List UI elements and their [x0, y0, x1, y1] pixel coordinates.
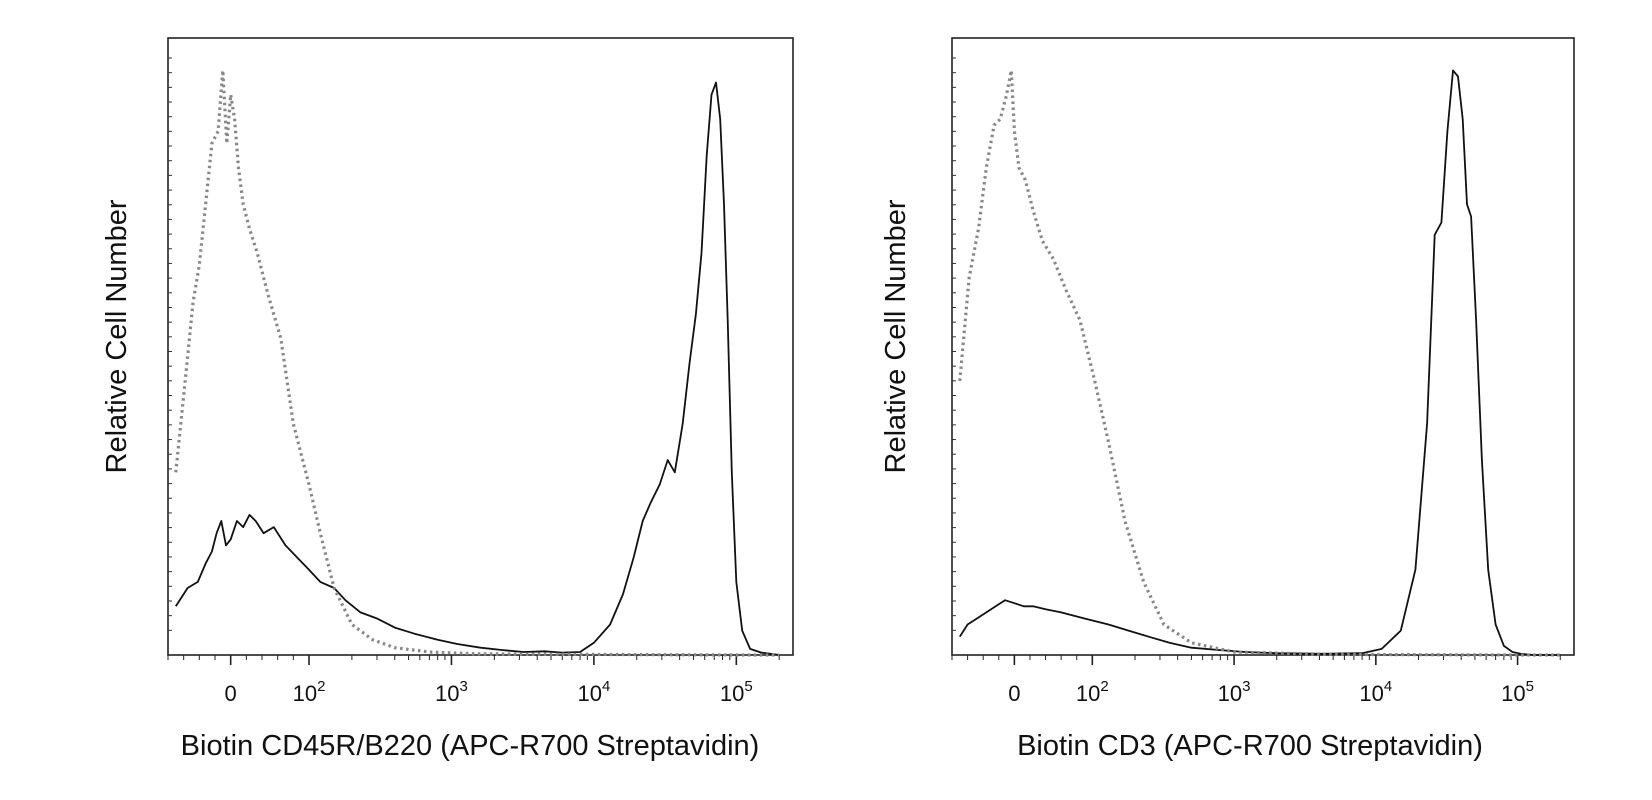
- series-line-stained: [959, 69, 1561, 656]
- x-tick-label: 0: [1008, 681, 1020, 706]
- x-tick-label-exponent: 2: [1100, 678, 1108, 695]
- series-line-control: [174, 68, 780, 657]
- x-tick-label-base: 10: [1359, 681, 1383, 706]
- x-tick-label: 102: [293, 678, 326, 706]
- series-line-control: [958, 68, 1561, 657]
- x-tick-label-exponent: 3: [460, 678, 468, 695]
- x-tick-label: 105: [720, 678, 753, 706]
- x-tick-label-exponent: 4: [1384, 678, 1392, 695]
- y-axis-label: Relative Cell Number: [880, 199, 912, 473]
- x-tick-label: 104: [577, 678, 610, 706]
- x-tick-label: 103: [435, 678, 468, 706]
- x-tick-label: 102: [1076, 678, 1109, 706]
- plot-frame: [167, 37, 794, 656]
- x-tick-label-base: 10: [1218, 681, 1242, 706]
- x-tick-label-base: 0: [225, 681, 237, 706]
- x-tick-label-exponent: 5: [1526, 678, 1534, 695]
- x-tick-label-base: 0: [1008, 681, 1020, 706]
- x-tick-label-base: 10: [1501, 681, 1525, 706]
- x-tick-label: 103: [1218, 678, 1251, 706]
- y-axis-label: Relative Cell Number: [101, 199, 133, 473]
- x-tick-label-exponent: 2: [317, 678, 325, 695]
- x-tick-label: 0: [225, 681, 237, 706]
- x-tick-label-base: 10: [720, 681, 744, 706]
- x-tick-label-base: 10: [577, 681, 601, 706]
- x-tick-label: 104: [1359, 678, 1392, 706]
- x-axis-label: Biotin CD45R/B220 (APC-R700 Streptavidin…: [181, 730, 760, 762]
- x-axis-label: Biotin CD3 (APC-R700 Streptavidin): [1017, 730, 1483, 762]
- plot-frame: [951, 37, 1575, 656]
- series-line-stained: [175, 81, 780, 656]
- x-tick-label-base: 10: [1076, 681, 1100, 706]
- x-tick-label-base: 10: [293, 681, 317, 706]
- x-tick-label-exponent: 4: [602, 678, 610, 695]
- x-tick-label-exponent: 5: [744, 678, 752, 695]
- x-tick-label: 105: [1501, 678, 1534, 706]
- x-tick-label-exponent: 3: [1242, 678, 1250, 695]
- x-tick-label-base: 10: [435, 681, 459, 706]
